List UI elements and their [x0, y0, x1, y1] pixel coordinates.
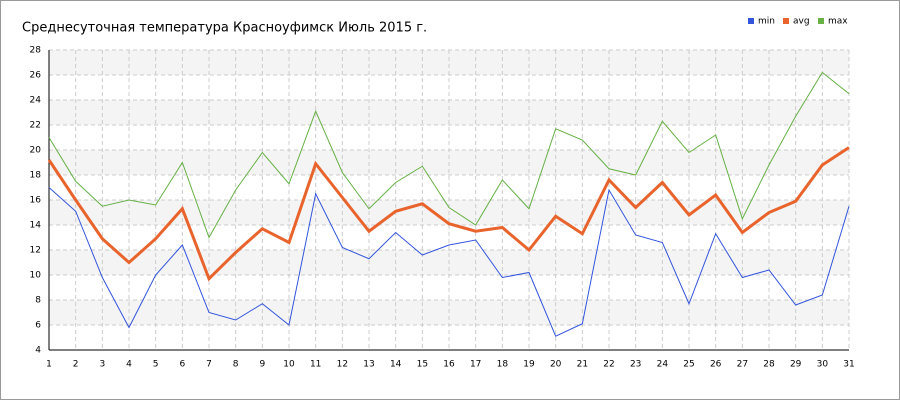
series-line — [47, 146, 850, 282]
y-tick-label: 8 — [35, 296, 41, 306]
x-tick-label: 7 — [206, 360, 212, 370]
legend-swatch — [818, 18, 824, 24]
x-tick-label: 18 — [497, 360, 509, 370]
y-tick-label: 22 — [30, 121, 41, 131]
x-tick-label: 10 — [283, 360, 295, 370]
legend-swatch — [748, 18, 754, 24]
x-tick-label: 12 — [337, 360, 348, 370]
x-tick-label: 24 — [657, 360, 669, 370]
legend-label: max — [828, 17, 848, 27]
x-tick-label: 5 — [153, 360, 159, 370]
x-tick-label: 25 — [683, 360, 694, 370]
y-tick-label: 24 — [30, 96, 42, 106]
x-tick-label: 27 — [737, 360, 748, 370]
x-tick-label: 15 — [417, 360, 428, 370]
band — [49, 50, 849, 75]
x-tick-label: 1 — [46, 360, 52, 370]
y-tick-label: 28 — [30, 46, 42, 56]
y-tick-label: 18 — [30, 171, 42, 181]
x-tick-label: 23 — [630, 360, 641, 370]
x-tick-label: 14 — [390, 360, 402, 370]
series-line — [48, 187, 850, 337]
x-tick-label: 16 — [443, 360, 455, 370]
y-tick-label: 6 — [35, 321, 41, 331]
y-tick-label: 4 — [35, 346, 41, 356]
legend-swatch — [783, 18, 789, 24]
x-tick-label: 21 — [577, 360, 588, 370]
x-tick-label: 30 — [817, 360, 829, 370]
x-tick-label: 22 — [603, 360, 614, 370]
legend-label: min — [758, 17, 775, 27]
x-tick-label: 6 — [179, 360, 185, 370]
x-tick-label: 4 — [126, 360, 132, 370]
x-tick-label: 19 — [523, 360, 535, 370]
legend-label: avg — [793, 17, 810, 27]
x-tick-label: 2 — [73, 360, 79, 370]
y-tick-label: 26 — [30, 71, 42, 81]
x-tick-label: 9 — [259, 360, 265, 370]
x-tick-label: 28 — [763, 360, 775, 370]
y-tick-label: 10 — [30, 271, 42, 281]
series-line — [48, 71, 850, 239]
x-tick-label: 26 — [710, 360, 722, 370]
x-tick-label: 3 — [99, 360, 105, 370]
y-tick-label: 16 — [30, 196, 42, 206]
y-tick-label: 12 — [30, 246, 41, 256]
x-tick-label: 31 — [843, 360, 854, 370]
x-tick-label: 20 — [550, 360, 562, 370]
x-tick-label: 8 — [233, 360, 239, 370]
x-tick-label: 13 — [363, 360, 374, 370]
y-tick-label: 20 — [30, 146, 42, 156]
chart-title: Среднесуточная температура Красноуфимск … — [22, 21, 427, 36]
x-tick-label: 17 — [470, 360, 481, 370]
x-tick-label: 11 — [310, 360, 321, 370]
x-tick-label: 29 — [790, 360, 802, 370]
y-tick-label: 14 — [30, 221, 42, 231]
